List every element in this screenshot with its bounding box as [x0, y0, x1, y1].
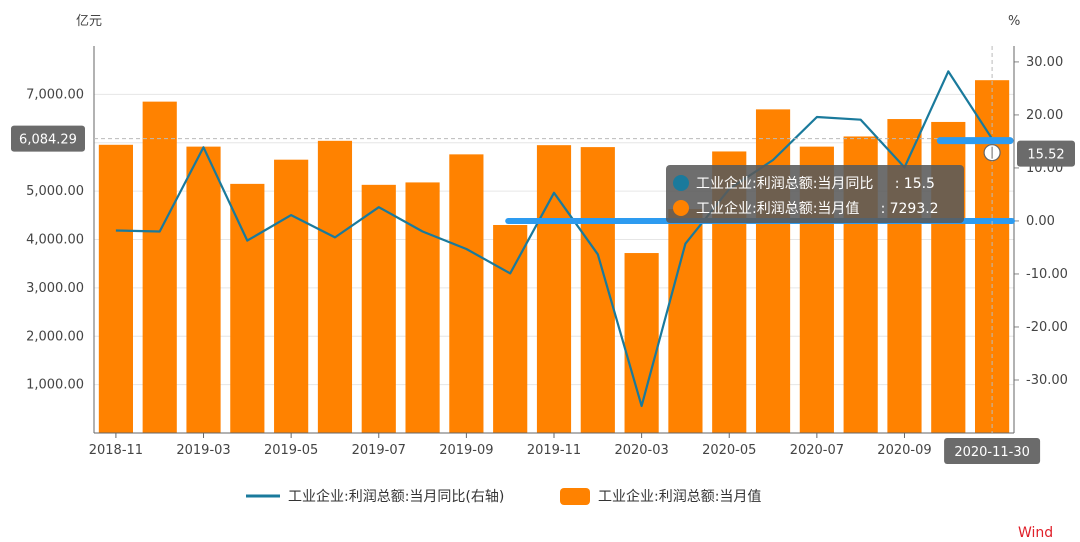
legend-label: 工业企业:利润总额:当月值 — [598, 488, 761, 505]
crosshair-right-value: 15.52 — [1027, 148, 1064, 163]
crosshair-left-badge — [11, 125, 85, 152]
bar — [98, 144, 133, 434]
y2-tick-label: -30.00 — [1026, 373, 1068, 388]
bar — [186, 146, 221, 433]
tooltip-swatch — [673, 175, 689, 191]
bar — [405, 182, 440, 433]
legend-bar-swatch — [560, 488, 590, 505]
x-tick-label: 2020-05 — [702, 443, 756, 458]
tooltip-label: 工业企业:利润总额:当月同比 — [696, 175, 873, 192]
right-axis-unit: % — [1008, 14, 1020, 29]
tooltip-swatch — [673, 200, 689, 216]
bar — [230, 183, 265, 433]
yoy-line — [115, 70, 994, 408]
y-tick-label: 3,000.00 — [26, 281, 84, 296]
tooltip-colon: : — [881, 201, 886, 217]
x-tick-label: 2019-09 — [439, 443, 493, 458]
tooltip-value: 7293.2 — [890, 201, 939, 217]
x-tick-label: 2019-05 — [264, 443, 318, 458]
tooltip-label: 工业企业:利润总额:当月值 — [696, 200, 859, 217]
axes: 1,000.00 2,000.00 3,000.00 4,000.00 5,000.00… — [26, 46, 1068, 458]
bar — [536, 145, 572, 433]
bar — [493, 224, 528, 433]
tooltip-colon: : — [895, 176, 900, 192]
legend: 工业企业:利润总额:当月同比(右轴) 工业企业:利润总额:当月值 — [246, 488, 761, 505]
bar — [361, 184, 396, 433]
bar — [580, 147, 615, 433]
x-tick-label: 2018-11 — [89, 443, 143, 458]
y2-tick-label: 30.00 — [1026, 55, 1063, 70]
y-tick-label: 4,000.00 — [26, 233, 84, 248]
x-tick-label: 2019-03 — [176, 443, 230, 458]
overlay[interactable]: 6,084.2915.522020-11-30工业企业:利润总额:当月同比:15… — [11, 46, 1075, 464]
bar — [142, 101, 177, 433]
left-axis-unit: 亿元 — [76, 14, 102, 29]
tooltip-value: 15.5 — [904, 176, 935, 192]
y-tick-label: 1,000.00 — [26, 378, 84, 393]
bar — [449, 154, 484, 434]
bar — [317, 140, 353, 433]
tooltip-box — [666, 165, 964, 223]
bar — [274, 159, 309, 433]
x-tick-label: 2019-07 — [352, 443, 406, 458]
y2-tick-label: 0.00 — [1026, 214, 1055, 229]
watermark: Wind — [1018, 525, 1053, 541]
x-tick-label: 2020-07 — [790, 443, 844, 458]
crosshair-x-value: 2020-11-30 — [954, 445, 1030, 460]
y-tick-label: 7,000.00 — [26, 87, 84, 102]
x-tick-label: 2020-09 — [877, 443, 931, 458]
crosshair-x-badge — [944, 438, 1041, 464]
y2-tick-label: -20.00 — [1026, 320, 1068, 335]
y2-tick-label: 20.00 — [1026, 108, 1063, 123]
x-tick-label: 2019-11 — [527, 443, 581, 458]
y-tick-label: 2,000.00 — [26, 329, 84, 344]
y2-tick-label: -10.00 — [1026, 267, 1068, 282]
crosshair-left-value: 6,084.29 — [19, 133, 77, 148]
x-tick-label: 2020-03 — [614, 443, 668, 458]
crosshair-right-badge — [1017, 140, 1075, 167]
legend-label: 工业企业:利润总额:当月同比(右轴) — [288, 488, 504, 505]
line-series — [115, 70, 994, 408]
y-tick-label: 5,000.00 — [26, 184, 84, 199]
bar — [755, 109, 791, 433]
